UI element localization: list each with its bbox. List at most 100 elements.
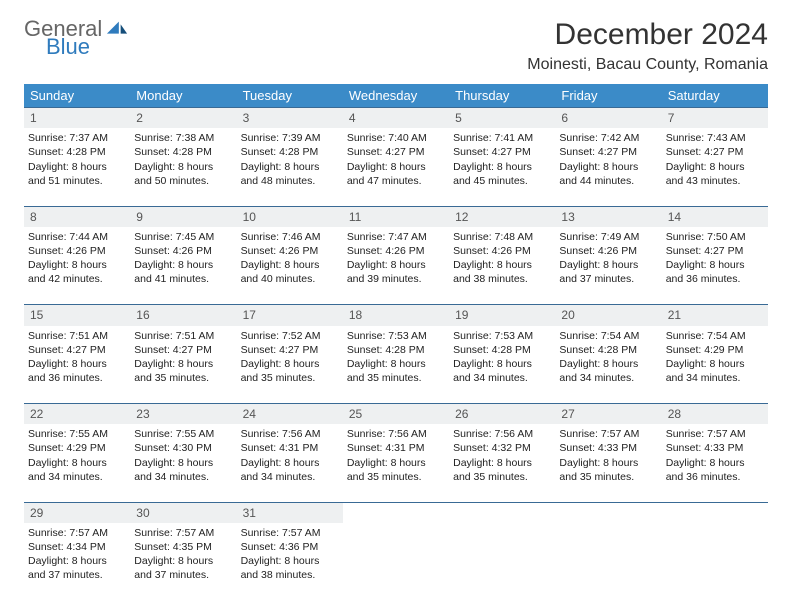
day-cell: Sunrise: 7:56 AMSunset: 4:32 PMDaylight:… xyxy=(449,424,555,502)
daylight-line-2: and 43 minutes. xyxy=(666,174,764,188)
daylight-line-1: Daylight: 8 hours xyxy=(134,258,232,272)
daylight-line-2: and 50 minutes. xyxy=(134,174,232,188)
sunset-line: Sunset: 4:33 PM xyxy=(666,441,764,455)
day-cell: Sunrise: 7:45 AMSunset: 4:26 PMDaylight:… xyxy=(130,227,236,305)
sunrise-line: Sunrise: 7:40 AM xyxy=(347,131,445,145)
content-row: Sunrise: 7:44 AMSunset: 4:26 PMDaylight:… xyxy=(24,227,768,305)
sunset-line: Sunset: 4:31 PM xyxy=(241,441,339,455)
sunrise-line: Sunrise: 7:52 AM xyxy=(241,329,339,343)
day-number: 17 xyxy=(237,305,343,326)
daylight-line-2: and 35 minutes. xyxy=(241,371,339,385)
daylight-line-2: and 47 minutes. xyxy=(347,174,445,188)
day-cell: Sunrise: 7:54 AMSunset: 4:29 PMDaylight:… xyxy=(662,326,768,404)
day-cell: Sunrise: 7:53 AMSunset: 4:28 PMDaylight:… xyxy=(343,326,449,404)
day-cell: Sunrise: 7:39 AMSunset: 4:28 PMDaylight:… xyxy=(237,128,343,206)
daylight-line-1: Daylight: 8 hours xyxy=(28,258,126,272)
daynum-row: 15161718192021 xyxy=(24,305,768,326)
day-cell: Sunrise: 7:40 AMSunset: 4:27 PMDaylight:… xyxy=(343,128,449,206)
content-row: Sunrise: 7:57 AMSunset: 4:34 PMDaylight:… xyxy=(24,523,768,601)
day-cell: Sunrise: 7:55 AMSunset: 4:30 PMDaylight:… xyxy=(130,424,236,502)
daylight-line-1: Daylight: 8 hours xyxy=(347,160,445,174)
content-row: Sunrise: 7:37 AMSunset: 4:28 PMDaylight:… xyxy=(24,128,768,206)
day-number: 2 xyxy=(130,108,236,129)
empty-cell xyxy=(343,523,449,601)
daylight-line-1: Daylight: 8 hours xyxy=(134,357,232,371)
sunrise-line: Sunrise: 7:53 AM xyxy=(347,329,445,343)
sunset-line: Sunset: 4:26 PM xyxy=(134,244,232,258)
sunrise-line: Sunrise: 7:43 AM xyxy=(666,131,764,145)
day-cell: Sunrise: 7:50 AMSunset: 4:27 PMDaylight:… xyxy=(662,227,768,305)
sunset-line: Sunset: 4:26 PM xyxy=(559,244,657,258)
sunrise-line: Sunrise: 7:57 AM xyxy=(134,526,232,540)
day-number: 28 xyxy=(662,404,768,425)
sunrise-line: Sunrise: 7:55 AM xyxy=(28,427,126,441)
weekday-header: Saturday xyxy=(662,84,768,108)
calendar-table: SundayMondayTuesdayWednesdayThursdayFrid… xyxy=(24,84,768,601)
daynum-row: 891011121314 xyxy=(24,206,768,227)
day-number: 29 xyxy=(24,502,130,523)
daylight-line-2: and 51 minutes. xyxy=(28,174,126,188)
day-number: 24 xyxy=(237,404,343,425)
day-cell: Sunrise: 7:43 AMSunset: 4:27 PMDaylight:… xyxy=(662,128,768,206)
day-number: 22 xyxy=(24,404,130,425)
day-number: 15 xyxy=(24,305,130,326)
sunset-line: Sunset: 4:28 PM xyxy=(453,343,551,357)
daylight-line-1: Daylight: 8 hours xyxy=(28,554,126,568)
day-cell: Sunrise: 7:38 AMSunset: 4:28 PMDaylight:… xyxy=(130,128,236,206)
day-number: 30 xyxy=(130,502,236,523)
sunset-line: Sunset: 4:29 PM xyxy=(666,343,764,357)
daylight-line-1: Daylight: 8 hours xyxy=(559,160,657,174)
daylight-line-2: and 38 minutes. xyxy=(241,568,339,582)
day-cell: Sunrise: 7:56 AMSunset: 4:31 PMDaylight:… xyxy=(237,424,343,502)
daylight-line-1: Daylight: 8 hours xyxy=(559,258,657,272)
daylight-line-1: Daylight: 8 hours xyxy=(666,357,764,371)
day-number: 20 xyxy=(555,305,661,326)
sunrise-line: Sunrise: 7:57 AM xyxy=(241,526,339,540)
weekday-header: Tuesday xyxy=(237,84,343,108)
daylight-line-1: Daylight: 8 hours xyxy=(666,258,764,272)
sunrise-line: Sunrise: 7:39 AM xyxy=(241,131,339,145)
daylight-line-2: and 38 minutes. xyxy=(453,272,551,286)
sunrise-line: Sunrise: 7:54 AM xyxy=(666,329,764,343)
sunset-line: Sunset: 4:28 PM xyxy=(134,145,232,159)
day-cell: Sunrise: 7:57 AMSunset: 4:34 PMDaylight:… xyxy=(24,523,130,601)
weekday-header: Sunday xyxy=(24,84,130,108)
day-cell: Sunrise: 7:57 AMSunset: 4:33 PMDaylight:… xyxy=(555,424,661,502)
day-number: 14 xyxy=(662,206,768,227)
sunset-line: Sunset: 4:27 PM xyxy=(241,343,339,357)
day-cell: Sunrise: 7:46 AMSunset: 4:26 PMDaylight:… xyxy=(237,227,343,305)
sunrise-line: Sunrise: 7:53 AM xyxy=(453,329,551,343)
sunrise-line: Sunrise: 7:49 AM xyxy=(559,230,657,244)
logo: General Blue xyxy=(24,18,128,58)
day-number: 12 xyxy=(449,206,555,227)
daylight-line-1: Daylight: 8 hours xyxy=(28,456,126,470)
weekday-header: Thursday xyxy=(449,84,555,108)
daylight-line-2: and 44 minutes. xyxy=(559,174,657,188)
day-number: 25 xyxy=(343,404,449,425)
day-cell: Sunrise: 7:54 AMSunset: 4:28 PMDaylight:… xyxy=(555,326,661,404)
empty-daynum xyxy=(343,502,449,523)
sunrise-line: Sunrise: 7:57 AM xyxy=(666,427,764,441)
sunset-line: Sunset: 4:33 PM xyxy=(559,441,657,455)
daylight-line-2: and 36 minutes. xyxy=(28,371,126,385)
daylight-line-2: and 35 minutes. xyxy=(347,470,445,484)
sunrise-line: Sunrise: 7:48 AM xyxy=(453,230,551,244)
title-block: December 2024 Moinesti, Bacau County, Ro… xyxy=(527,18,768,74)
sunset-line: Sunset: 4:27 PM xyxy=(134,343,232,357)
day-cell: Sunrise: 7:52 AMSunset: 4:27 PMDaylight:… xyxy=(237,326,343,404)
sunrise-line: Sunrise: 7:45 AM xyxy=(134,230,232,244)
day-cell: Sunrise: 7:41 AMSunset: 4:27 PMDaylight:… xyxy=(449,128,555,206)
day-cell: Sunrise: 7:57 AMSunset: 4:33 PMDaylight:… xyxy=(662,424,768,502)
daylight-line-2: and 37 minutes. xyxy=(559,272,657,286)
empty-cell xyxy=(662,523,768,601)
daylight-line-2: and 48 minutes. xyxy=(241,174,339,188)
day-cell: Sunrise: 7:51 AMSunset: 4:27 PMDaylight:… xyxy=(130,326,236,404)
day-number: 23 xyxy=(130,404,236,425)
content-row: Sunrise: 7:55 AMSunset: 4:29 PMDaylight:… xyxy=(24,424,768,502)
daylight-line-2: and 45 minutes. xyxy=(453,174,551,188)
day-cell: Sunrise: 7:47 AMSunset: 4:26 PMDaylight:… xyxy=(343,227,449,305)
daylight-line-2: and 34 minutes. xyxy=(28,470,126,484)
sunset-line: Sunset: 4:28 PM xyxy=(347,343,445,357)
daylight-line-1: Daylight: 8 hours xyxy=(453,160,551,174)
day-number: 19 xyxy=(449,305,555,326)
